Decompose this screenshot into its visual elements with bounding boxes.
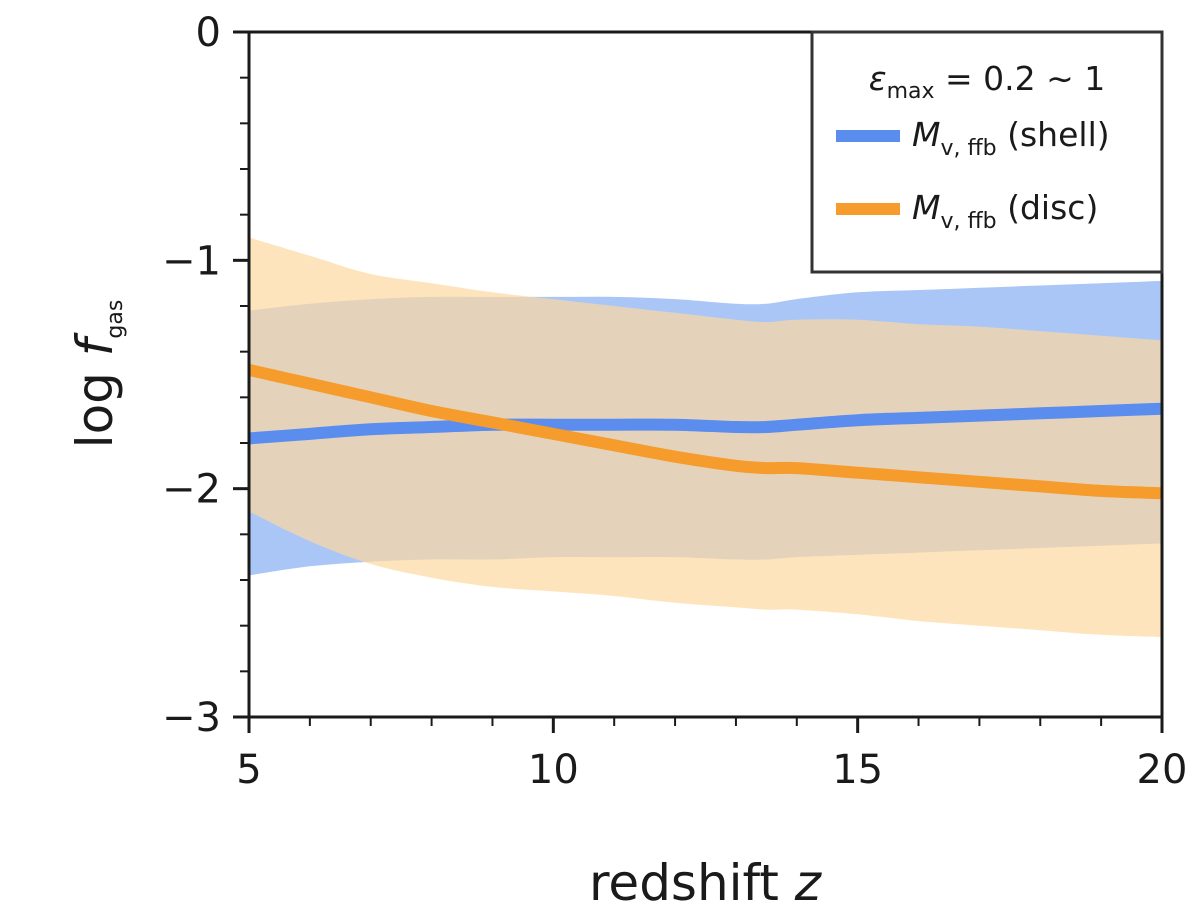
- y-tick-label: −2: [162, 467, 221, 513]
- y-axis-label: log fgas: [66, 300, 128, 449]
- x-tick-label: 5: [236, 747, 261, 793]
- x-tick-label: 10: [528, 747, 579, 793]
- x-tick-label: 15: [832, 747, 883, 793]
- axis-ticks: 5 10 15 20 0 −1 −2 −3: [162, 10, 1187, 793]
- legend: εmax = 0.2 ∼ 1 Mv, ffb (shell) Mv, ffb (di…: [810, 30, 1164, 274]
- x-axis-label: redshift z: [589, 854, 823, 912]
- legend-entry-2: Mv, ffb (disc): [912, 188, 1098, 234]
- x-tick-label: 20: [1137, 747, 1188, 793]
- legend-box: [810, 30, 1164, 274]
- y-tick-label: −1: [162, 238, 221, 284]
- series-lines: [249, 364, 1162, 500]
- y-tick-label: 0: [196, 10, 221, 56]
- band-series-2: [249, 237, 1162, 638]
- y-tick-label: −3: [162, 695, 221, 741]
- legend-title: εmax = 0.2 ∼ 1: [869, 59, 1106, 104]
- line-series-2: [249, 364, 1162, 500]
- confidence-bands: [249, 237, 1162, 638]
- line-series-1: [249, 402, 1162, 445]
- legend-entry-1: Mv, ffb (shell): [912, 115, 1110, 161]
- plot-frame: [247, 30, 1164, 719]
